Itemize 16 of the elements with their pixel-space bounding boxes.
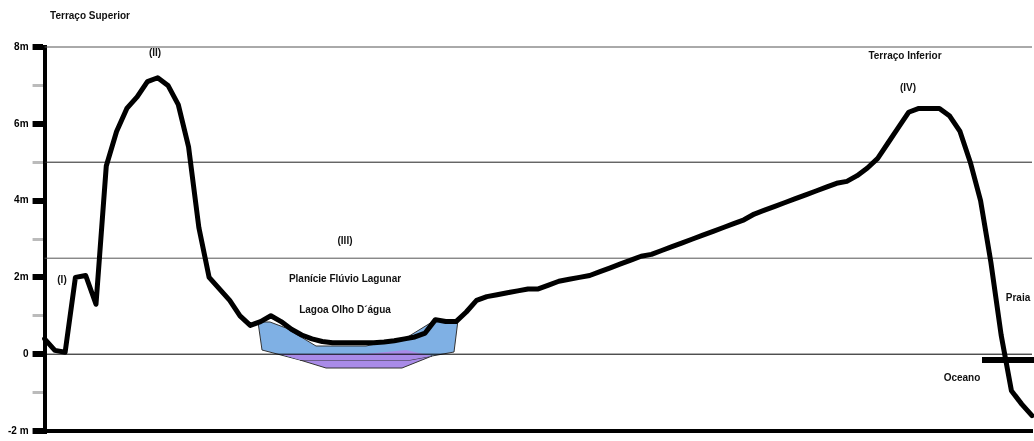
y-tick-label: 2m xyxy=(14,271,29,283)
y-tick-label: 4m xyxy=(14,194,29,206)
y-tick-label: 8m xyxy=(14,40,29,52)
text: Terraço Superior xyxy=(50,10,130,21)
annotation: (I) xyxy=(57,274,67,285)
y-tick-label: -2 m xyxy=(8,424,29,436)
y-tick-label: 6m xyxy=(14,117,29,129)
annotation: Terraço Inferior xyxy=(868,50,942,61)
annotation: (III) xyxy=(337,235,353,246)
annotation: Oceano xyxy=(943,372,981,383)
y-tick-label: 0 xyxy=(23,347,29,359)
annotation: Lagoa Olho D´água xyxy=(299,304,391,315)
annotation: (IV) xyxy=(899,82,917,93)
annotation: (II) xyxy=(148,47,162,58)
annotation: Planície Flúvio Lagunar xyxy=(288,273,402,284)
annotation: Praia xyxy=(1005,292,1031,303)
